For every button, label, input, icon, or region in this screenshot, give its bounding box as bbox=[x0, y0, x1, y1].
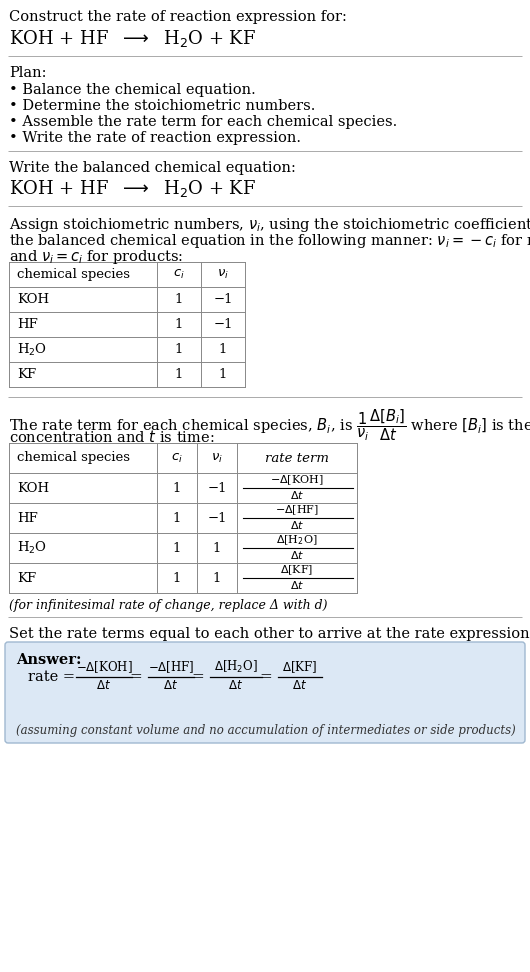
Text: chemical species: chemical species bbox=[17, 268, 130, 281]
Text: −1: −1 bbox=[213, 318, 233, 331]
Text: (for infinitesimal rate of change, replace Δ with d): (for infinitesimal rate of change, repla… bbox=[9, 599, 328, 612]
Text: $c_i$: $c_i$ bbox=[173, 268, 185, 281]
Text: 1: 1 bbox=[219, 343, 227, 356]
Text: H$_2$O: H$_2$O bbox=[17, 540, 47, 556]
Text: $\Delta$[KF]: $\Delta$[KF] bbox=[282, 659, 317, 675]
Text: 1: 1 bbox=[175, 318, 183, 331]
Text: rate term: rate term bbox=[265, 452, 329, 465]
Text: $\Delta t$: $\Delta t$ bbox=[290, 519, 304, 531]
Text: • Write the rate of reaction expression.: • Write the rate of reaction expression. bbox=[9, 131, 301, 145]
Text: $\Delta t$: $\Delta t$ bbox=[290, 489, 304, 501]
Text: $\Delta t$: $\Delta t$ bbox=[163, 679, 179, 692]
Text: $\nu_i$: $\nu_i$ bbox=[211, 451, 223, 465]
Text: 1: 1 bbox=[213, 541, 221, 554]
Text: $-\Delta$[KOH]: $-\Delta$[KOH] bbox=[270, 473, 324, 487]
Text: $\Delta$[H$_2$O]: $\Delta$[H$_2$O] bbox=[276, 534, 318, 547]
Text: The rate term for each chemical species, $B_i$, is $\dfrac{1}{\nu_i}\dfrac{\Delt: The rate term for each chemical species,… bbox=[9, 407, 530, 442]
Text: KOH + HF  $\longrightarrow$  H$_2$O + KF: KOH + HF $\longrightarrow$ H$_2$O + KF bbox=[9, 178, 256, 199]
Text: KOH: KOH bbox=[17, 293, 49, 306]
Text: $-\Delta$[HF]: $-\Delta$[HF] bbox=[275, 503, 319, 517]
Text: =: = bbox=[130, 670, 143, 684]
Text: $\Delta t$: $\Delta t$ bbox=[228, 679, 243, 692]
Text: Set the rate terms equal to each other to arrive at the rate expression:: Set the rate terms equal to each other t… bbox=[9, 627, 530, 641]
Text: 1: 1 bbox=[173, 481, 181, 495]
Text: • Assemble the rate term for each chemical species.: • Assemble the rate term for each chemic… bbox=[9, 115, 398, 129]
Text: $\Delta t$: $\Delta t$ bbox=[290, 549, 304, 561]
Text: (assuming constant volume and no accumulation of intermediates or side products): (assuming constant volume and no accumul… bbox=[16, 724, 516, 737]
Text: 1: 1 bbox=[175, 368, 183, 381]
Text: Construct the rate of reaction expression for:: Construct the rate of reaction expressio… bbox=[9, 10, 347, 24]
Text: 1: 1 bbox=[173, 511, 181, 525]
Text: concentration and $t$ is time:: concentration and $t$ is time: bbox=[9, 429, 215, 445]
Text: $c_i$: $c_i$ bbox=[171, 451, 183, 465]
Text: $\Delta t$: $\Delta t$ bbox=[96, 679, 111, 692]
Text: Assign stoichiometric numbers, $\nu_i$, using the stoichiometric coefficients, $: Assign stoichiometric numbers, $\nu_i$, … bbox=[9, 216, 530, 234]
Text: H$_2$O: H$_2$O bbox=[17, 341, 47, 358]
Text: rate =: rate = bbox=[28, 670, 80, 684]
Text: Plan:: Plan: bbox=[9, 66, 47, 80]
Text: −1: −1 bbox=[213, 293, 233, 306]
Text: $\nu_i$: $\nu_i$ bbox=[217, 268, 229, 281]
Text: KF: KF bbox=[17, 572, 36, 584]
Text: 1: 1 bbox=[175, 343, 183, 356]
Text: $\Delta$[H$_2$O]: $\Delta$[H$_2$O] bbox=[214, 659, 258, 675]
Text: 1: 1 bbox=[213, 572, 221, 584]
Text: Answer:: Answer: bbox=[16, 653, 82, 667]
Text: =: = bbox=[192, 670, 205, 684]
Text: $\Delta t$: $\Delta t$ bbox=[290, 579, 304, 591]
Text: Write the balanced chemical equation:: Write the balanced chemical equation: bbox=[9, 161, 296, 175]
Text: =: = bbox=[260, 670, 272, 684]
Text: KOH: KOH bbox=[17, 481, 49, 495]
FancyBboxPatch shape bbox=[5, 642, 525, 743]
Text: the balanced chemical equation in the following manner: $\nu_i = -c_i$ for react: the balanced chemical equation in the fo… bbox=[9, 232, 530, 250]
Text: −1: −1 bbox=[207, 481, 227, 495]
Text: HF: HF bbox=[17, 318, 38, 331]
Text: $\Delta$[KF]: $\Delta$[KF] bbox=[280, 564, 314, 577]
Text: $\Delta t$: $\Delta t$ bbox=[293, 679, 307, 692]
Text: • Determine the stoichiometric numbers.: • Determine the stoichiometric numbers. bbox=[9, 99, 315, 113]
Text: 1: 1 bbox=[219, 368, 227, 381]
Text: 1: 1 bbox=[175, 293, 183, 306]
Text: −1: −1 bbox=[207, 511, 227, 525]
Text: and $\nu_i = c_i$ for products:: and $\nu_i = c_i$ for products: bbox=[9, 248, 183, 266]
Text: HF: HF bbox=[17, 511, 38, 525]
Text: 1: 1 bbox=[173, 572, 181, 584]
Text: $-\Delta$[KOH]: $-\Delta$[KOH] bbox=[76, 659, 132, 675]
Text: chemical species: chemical species bbox=[17, 452, 130, 465]
Text: $-\Delta$[HF]: $-\Delta$[HF] bbox=[148, 659, 195, 675]
Text: KF: KF bbox=[17, 368, 36, 381]
Text: KOH + HF  $\longrightarrow$  H$_2$O + KF: KOH + HF $\longrightarrow$ H$_2$O + KF bbox=[9, 28, 256, 49]
Text: 1: 1 bbox=[173, 541, 181, 554]
Text: • Balance the chemical equation.: • Balance the chemical equation. bbox=[9, 83, 256, 97]
